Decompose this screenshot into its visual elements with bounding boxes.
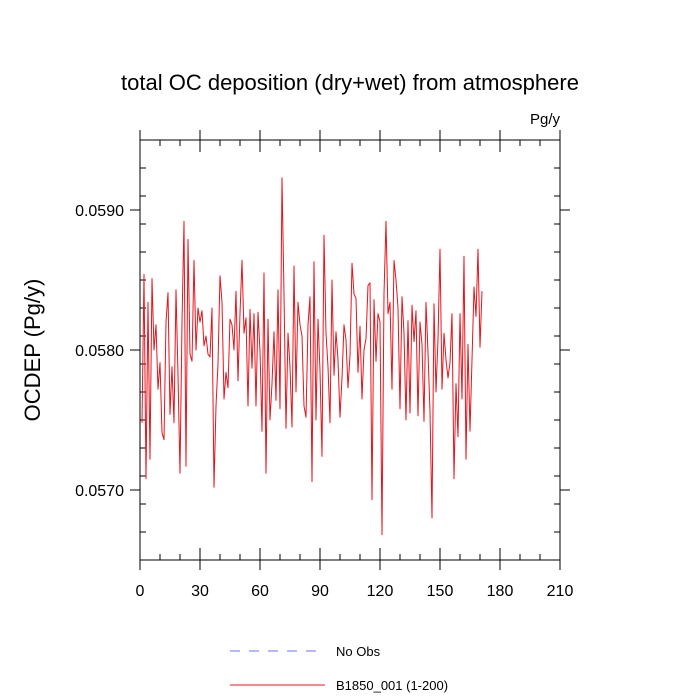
- x-tick-label: 60: [251, 583, 269, 600]
- series-line-1: [141, 177, 483, 536]
- x-tick-label: 30: [191, 583, 209, 600]
- legend-label-b1850: B1850_001 (1-200): [336, 678, 448, 693]
- x-tick-label: 90: [311, 583, 329, 600]
- x-tick-label: 150: [427, 583, 454, 600]
- x-tick-label: 0: [136, 583, 145, 600]
- units-label: Pg/y: [530, 111, 561, 128]
- y-tick-label: 0.0580: [75, 343, 124, 360]
- x-tick-label: 120: [367, 583, 394, 600]
- legend: No Obs B1850_001 (1-200): [230, 644, 448, 693]
- x-tick-label: 180: [487, 583, 514, 600]
- x-axis: 0 30 60 90 120 150 180 210: [136, 130, 574, 600]
- legend-label-no-obs: No Obs: [336, 644, 381, 659]
- chart-title: total OC deposition (dry+wet) from atmos…: [121, 70, 579, 95]
- y-axis: 0.0570 0.0580 0.0590: [75, 167, 570, 533]
- series-layer: [141, 177, 483, 536]
- y-axis-label: OCDEP (Pg/y): [20, 279, 45, 422]
- x-tick-label: 210: [547, 583, 574, 600]
- y-tick-label: 0.0570: [75, 483, 124, 500]
- y-tick-label: 0.0590: [75, 203, 124, 220]
